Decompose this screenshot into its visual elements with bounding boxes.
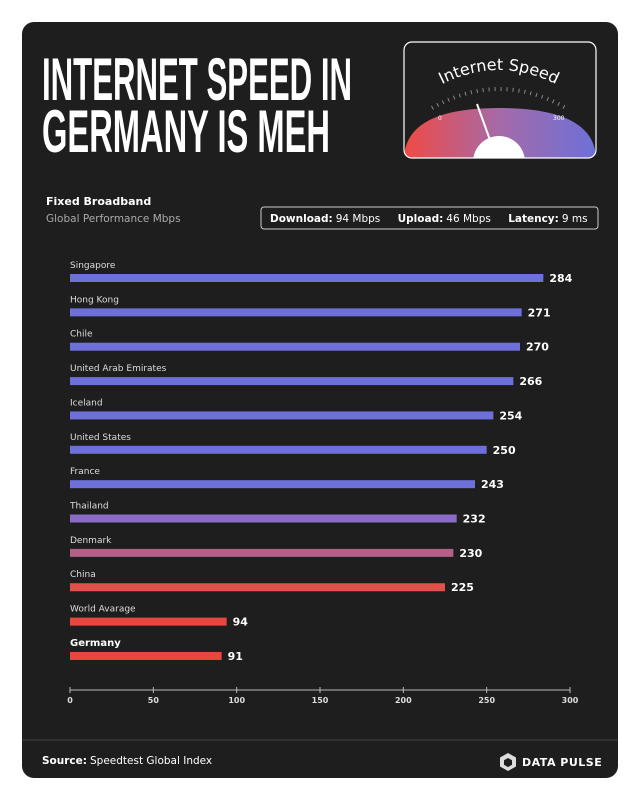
title-line: INTERNET SPEED IN	[42, 46, 352, 113]
bar	[70, 342, 520, 351]
x-tick-label: 150	[312, 696, 329, 705]
value-label: 230	[459, 547, 482, 560]
stats-box	[260, 206, 599, 230]
subtitle-heading: Fixed Broadband	[46, 195, 151, 208]
x-tick-label: 50	[148, 696, 160, 705]
value-label: 250	[493, 444, 516, 457]
x-tick-label: 0	[67, 696, 73, 705]
gauge-needle	[476, 103, 491, 141]
bar	[70, 514, 457, 523]
value-label: 266	[519, 375, 542, 388]
value-label: 232	[463, 513, 486, 526]
category-label: Germany	[70, 638, 121, 649]
bar	[70, 411, 494, 420]
brand: DATA PULSE	[522, 756, 602, 769]
bar	[70, 548, 454, 557]
category-label: World Avarage	[70, 605, 136, 615]
category-label: Denmark	[70, 536, 112, 546]
category-label: United States	[70, 433, 131, 443]
category-label: Thailand	[69, 502, 109, 512]
value-label: 91	[228, 650, 243, 663]
bar	[70, 480, 475, 489]
title-line: GERMANY IS MEH	[42, 98, 330, 165]
value-label: 225	[451, 581, 474, 594]
category-label: Hong Kong	[70, 295, 119, 305]
x-tick-label: 100	[228, 696, 245, 705]
bar	[70, 445, 487, 454]
gauge-cap	[473, 136, 525, 158]
gauge-max: 300	[553, 115, 565, 122]
bar	[70, 651, 222, 660]
stats: Download: 94 Mbps Upload: 46 Mbps Latency:…	[270, 213, 588, 225]
subtitle: Global Performance Mbps	[46, 213, 181, 225]
bar	[70, 308, 522, 317]
category-label: Singapore	[70, 261, 116, 271]
value-label: 270	[526, 341, 549, 354]
x-tick-label: 300	[562, 696, 579, 705]
plot: Singapore 284 Hong Kong 271 Chile 270 United A…	[67, 261, 579, 705]
category-label: Iceland	[70, 398, 103, 408]
value-label: 284	[549, 272, 572, 285]
bar	[70, 617, 227, 626]
gauge-min: 0	[438, 115, 442, 122]
gauge-band	[404, 108, 596, 158]
brand-logo	[500, 753, 516, 771]
category-label: Chile	[70, 330, 93, 340]
bar	[70, 583, 445, 592]
value-label: 271	[528, 306, 551, 319]
source: Source: Speedtest Global Index	[42, 755, 212, 767]
gauge-frame	[403, 41, 597, 159]
bar	[70, 377, 514, 386]
category-label: United Arab Emirates	[70, 364, 167, 374]
category-label: France	[70, 467, 100, 477]
x-tick-label: 200	[395, 696, 412, 705]
x-tick-label: 250	[478, 696, 495, 705]
value-label: 254	[499, 409, 522, 422]
gauge	[404, 87, 596, 158]
value-label: 243	[481, 478, 504, 491]
bar	[70, 274, 544, 282]
category-label: China	[70, 570, 96, 580]
value-label: 94	[233, 616, 249, 629]
